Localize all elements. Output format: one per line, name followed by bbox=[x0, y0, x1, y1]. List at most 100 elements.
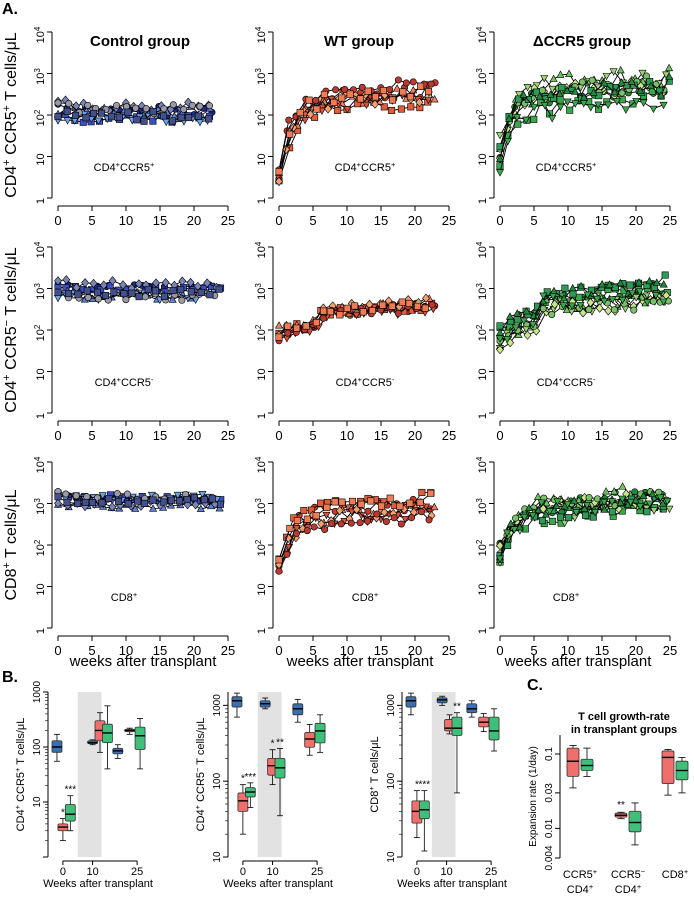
y-tick-label: 1 bbox=[35, 198, 47, 204]
data-point bbox=[63, 117, 72, 125]
data-point bbox=[532, 88, 540, 96]
data-point bbox=[576, 301, 585, 310]
y-tick-label: 103 bbox=[254, 498, 269, 515]
data-point bbox=[565, 514, 573, 522]
data-point bbox=[405, 299, 413, 307]
data-point bbox=[510, 526, 519, 534]
data-point bbox=[94, 117, 103, 125]
x-tick-label: 10 bbox=[561, 213, 575, 228]
x-tick-label: 10 bbox=[86, 866, 98, 878]
data-point bbox=[663, 497, 672, 506]
x-tick-label: 5 bbox=[530, 428, 537, 443]
data-point bbox=[328, 520, 336, 528]
data-point bbox=[388, 302, 396, 310]
column-title-wt: WT group bbox=[324, 33, 394, 50]
y-tick-label: 102 bbox=[33, 324, 48, 341]
data-point bbox=[569, 290, 577, 298]
data-point bbox=[600, 505, 609, 513]
data-point bbox=[343, 106, 352, 114]
data-point bbox=[570, 514, 579, 522]
data-point bbox=[178, 296, 186, 304]
x-tick-label: 20 bbox=[629, 213, 643, 228]
data-point bbox=[665, 63, 674, 72]
data-point bbox=[90, 109, 98, 117]
data-point bbox=[98, 492, 107, 500]
data-point bbox=[377, 502, 385, 510]
x-tick-label: 25 bbox=[442, 213, 456, 228]
data-point bbox=[119, 280, 127, 290]
data-point bbox=[215, 285, 223, 293]
y-tick-label: 0.01 bbox=[544, 818, 555, 838]
x-tick-label: 10 bbox=[340, 213, 354, 228]
data-point bbox=[62, 490, 70, 498]
x-axis-title: weeks after transplant bbox=[286, 653, 435, 670]
y-tick-label: 104 bbox=[33, 456, 48, 473]
data-point bbox=[334, 106, 342, 114]
data-point bbox=[575, 293, 583, 301]
panel-inner-label: CD4+CCR5+ bbox=[335, 160, 396, 175]
data-point bbox=[585, 494, 593, 502]
data-point bbox=[216, 500, 224, 508]
data-point bbox=[303, 527, 311, 535]
data-point bbox=[63, 498, 71, 506]
y-tick-label: 100 bbox=[386, 772, 397, 789]
data-point bbox=[382, 517, 390, 525]
y-tick-label: 1 bbox=[477, 628, 489, 634]
box-body bbox=[231, 696, 243, 708]
data-point bbox=[572, 509, 581, 517]
data-point bbox=[310, 523, 318, 531]
data-point bbox=[296, 109, 304, 117]
box-dccr5 bbox=[134, 718, 146, 770]
data-point bbox=[558, 84, 566, 92]
data-point bbox=[528, 512, 537, 520]
data-point bbox=[628, 289, 637, 298]
data-point bbox=[72, 492, 80, 500]
x-tick-label: 0 bbox=[275, 428, 282, 443]
significance-label: ** bbox=[453, 702, 461, 713]
data-point bbox=[286, 524, 294, 532]
data-point bbox=[645, 500, 654, 508]
data-point bbox=[99, 280, 108, 290]
y-tick-label: 102 bbox=[254, 324, 269, 341]
data-point bbox=[618, 89, 626, 97]
data-point bbox=[495, 154, 505, 162]
data-point bbox=[196, 504, 205, 512]
data-point bbox=[656, 91, 666, 99]
box-body bbox=[566, 747, 580, 777]
y-tick-label: 10 bbox=[256, 583, 268, 595]
data-point bbox=[356, 95, 364, 103]
data-point bbox=[571, 87, 580, 95]
data-point bbox=[523, 330, 532, 340]
y-tick-label: 1000 bbox=[212, 694, 223, 717]
data-point bbox=[312, 512, 320, 520]
data-point bbox=[358, 83, 366, 91]
data-point bbox=[409, 78, 417, 86]
data-point bbox=[511, 324, 520, 332]
y-tick-label: 104 bbox=[254, 456, 269, 473]
data-point bbox=[514, 316, 522, 324]
data-point bbox=[422, 293, 430, 303]
data-point bbox=[515, 91, 524, 99]
box-control bbox=[292, 698, 304, 723]
data-point bbox=[140, 117, 148, 125]
data-point bbox=[160, 105, 168, 113]
data-point bbox=[53, 294, 63, 303]
data-point bbox=[115, 497, 123, 505]
data-point bbox=[646, 81, 655, 90]
data-point bbox=[548, 310, 556, 318]
data-point bbox=[152, 278, 160, 288]
data-point bbox=[608, 508, 616, 516]
data-point bbox=[602, 487, 611, 495]
data-point bbox=[648, 489, 657, 498]
data-point bbox=[337, 520, 345, 528]
scatter-panel-r2-c1: 1 10 102 103 104 0 5 10 15 20 25 CD8+ bbox=[254, 456, 457, 658]
data-point bbox=[160, 292, 168, 300]
series-line bbox=[278, 511, 430, 572]
data-point bbox=[380, 103, 388, 111]
x-tick-label: 5 bbox=[309, 643, 316, 658]
data-point bbox=[306, 109, 315, 120]
data-point bbox=[83, 287, 91, 295]
